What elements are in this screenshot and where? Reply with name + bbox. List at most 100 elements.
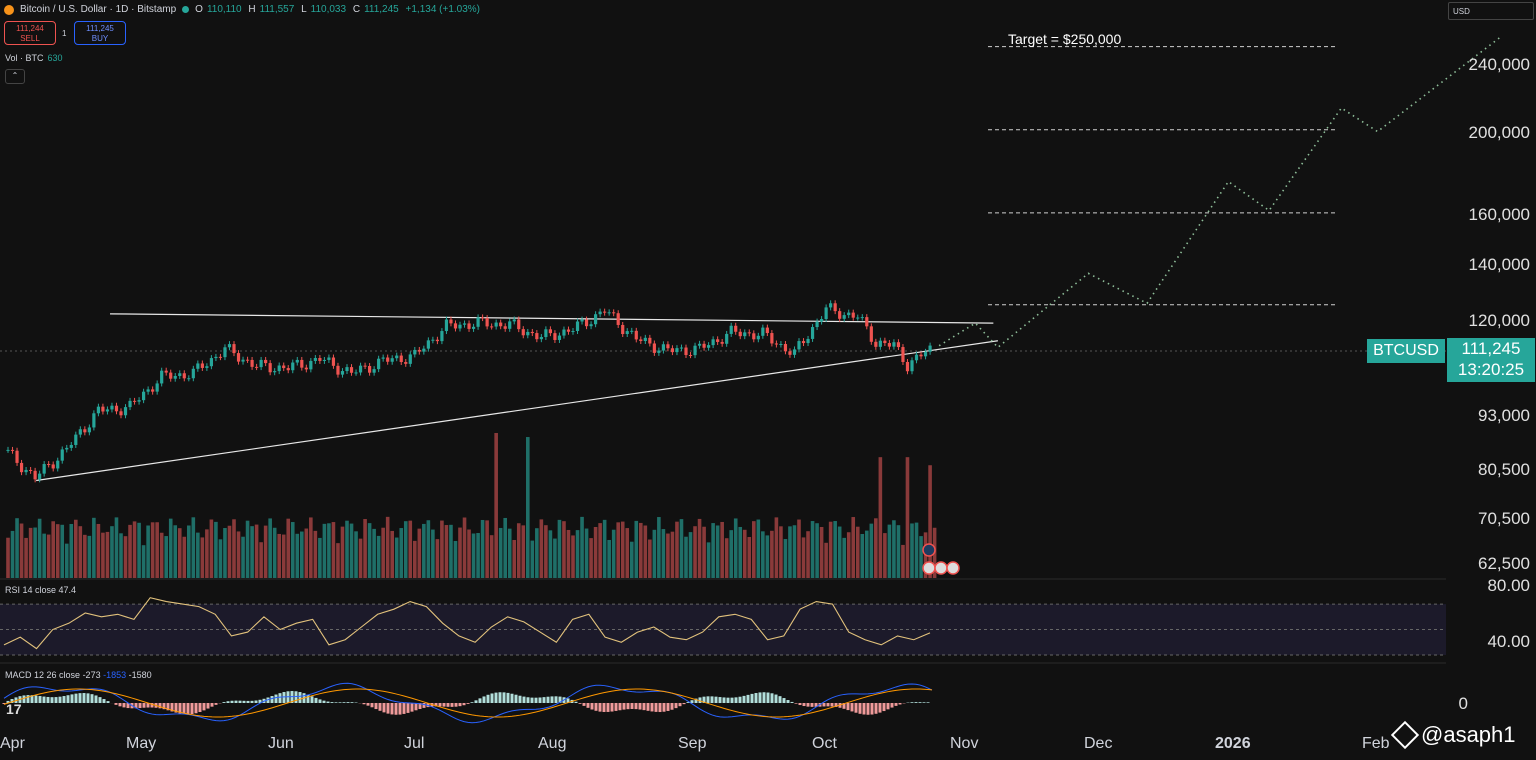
rsi-name: RSI 14 close — [5, 585, 57, 595]
macd-histogram-bar — [630, 703, 634, 710]
macd-histogram-bar — [678, 703, 682, 707]
currency-selector[interactable]: USD — [1448, 2, 1534, 20]
macd-histogram-bar — [578, 703, 582, 704]
macd-histogram-bar — [86, 693, 90, 703]
candle-body — [526, 331, 530, 336]
candle-body — [725, 333, 729, 344]
macd-histogram-bar — [186, 703, 190, 715]
macd-histogram-bar — [370, 703, 374, 708]
volume-bar — [268, 518, 272, 578]
volume-bar — [670, 531, 675, 578]
volume-bar — [806, 531, 810, 578]
candle-body — [639, 339, 643, 342]
candle-body — [860, 317, 864, 319]
rsi-legend[interactable]: RSI 14 close 47.4 — [5, 585, 76, 595]
close-value: 111,245 — [364, 4, 399, 15]
macd-histogram-bar — [554, 696, 558, 703]
volume-bar — [74, 519, 78, 578]
volume-bar — [340, 526, 345, 578]
candle-body — [295, 359, 299, 363]
macd-histogram-bar — [82, 693, 86, 703]
macd-histogram-bar — [742, 695, 746, 703]
candle-body — [386, 357, 390, 362]
volume-bar — [661, 529, 666, 578]
candle-body — [200, 363, 204, 368]
target-annotation[interactable]: Target = $250,000 — [1008, 31, 1122, 47]
volume-bar — [883, 533, 887, 578]
macd-histogram-bar — [322, 700, 326, 703]
volume-bar — [905, 457, 910, 578]
candle-body — [670, 348, 675, 353]
events-icon[interactable] — [922, 543, 960, 575]
candle-body — [372, 369, 376, 373]
macd-value: -273 — [82, 670, 101, 680]
volume-bar — [164, 536, 168, 578]
candle-body — [83, 429, 87, 433]
candle-body — [485, 318, 489, 327]
price-change: +1,134 (+1.03%) — [405, 4, 481, 15]
macd-histogram-bar — [66, 695, 70, 703]
volume-bar — [263, 525, 268, 578]
volume-bar — [177, 528, 182, 578]
macd-histogram-bar — [490, 693, 494, 703]
candle-body — [792, 349, 797, 355]
volume-bar — [200, 537, 205, 578]
volume-bar — [896, 525, 901, 578]
volume-bar — [761, 531, 765, 578]
volume-bar — [123, 536, 128, 578]
volume-bar — [141, 545, 146, 578]
candle-body — [747, 332, 751, 334]
candle-body — [661, 344, 665, 351]
volume-bar — [236, 531, 241, 578]
volume-bar — [318, 537, 322, 578]
volume-bar — [367, 523, 372, 578]
macd-histogram-bar — [278, 693, 282, 703]
volume-bar — [403, 521, 408, 578]
candle-body — [304, 367, 308, 370]
macd-histogram-bar — [118, 703, 122, 707]
buy-button[interactable]: 111,245 BUY — [74, 21, 126, 45]
volume-bar — [196, 532, 200, 578]
volume-bar — [413, 540, 417, 578]
chevron-up-icon[interactable]: ⌃ — [5, 69, 25, 84]
bar-countdown: 13:20:25 — [1457, 360, 1525, 379]
volume-bar — [209, 519, 214, 578]
volume-bar — [910, 523, 914, 578]
candle-body — [589, 324, 593, 327]
macd-histogram-bar — [114, 703, 118, 705]
candle-body — [738, 331, 742, 337]
macd-histogram-bar — [870, 703, 874, 715]
candle-body — [914, 354, 919, 361]
volume-bar — [892, 520, 896, 578]
macd-histogram-bar — [658, 703, 662, 713]
candle-body — [51, 464, 55, 469]
candle-body — [693, 345, 697, 356]
macd-histogram-bar — [518, 695, 522, 703]
macd-histogram-bar — [198, 703, 202, 712]
volume-bar — [801, 537, 806, 578]
candle-body — [919, 354, 923, 357]
symbol-title[interactable]: Bitcoin / U.S. Dollar · 1D · Bitstamp — [20, 4, 177, 15]
macd-histogram-bar — [438, 703, 442, 707]
candle-body — [679, 347, 684, 349]
sell-button[interactable]: 111,244 SELL — [4, 21, 56, 45]
volume-bar — [869, 523, 874, 578]
candle-body — [142, 391, 146, 401]
macd-histogram-bar — [762, 692, 766, 703]
candle-body — [173, 375, 177, 379]
volume-bar — [530, 540, 535, 578]
macd-histogram-bar — [478, 698, 482, 703]
candle-body — [878, 340, 882, 347]
macd-legend[interactable]: MACD 12 26 close -273 -1853 -1580 — [5, 670, 152, 680]
candle-body — [788, 351, 792, 355]
volume-bar — [724, 538, 729, 578]
x-tick-label: Sep — [678, 735, 707, 752]
candle-body — [869, 326, 873, 342]
volume-bar — [914, 522, 919, 578]
volume-name: Vol · BTC — [5, 53, 44, 63]
macd-histogram-bar — [786, 700, 790, 703]
candle-body — [196, 363, 200, 369]
candle-body — [327, 357, 331, 360]
candle-body — [729, 325, 733, 334]
